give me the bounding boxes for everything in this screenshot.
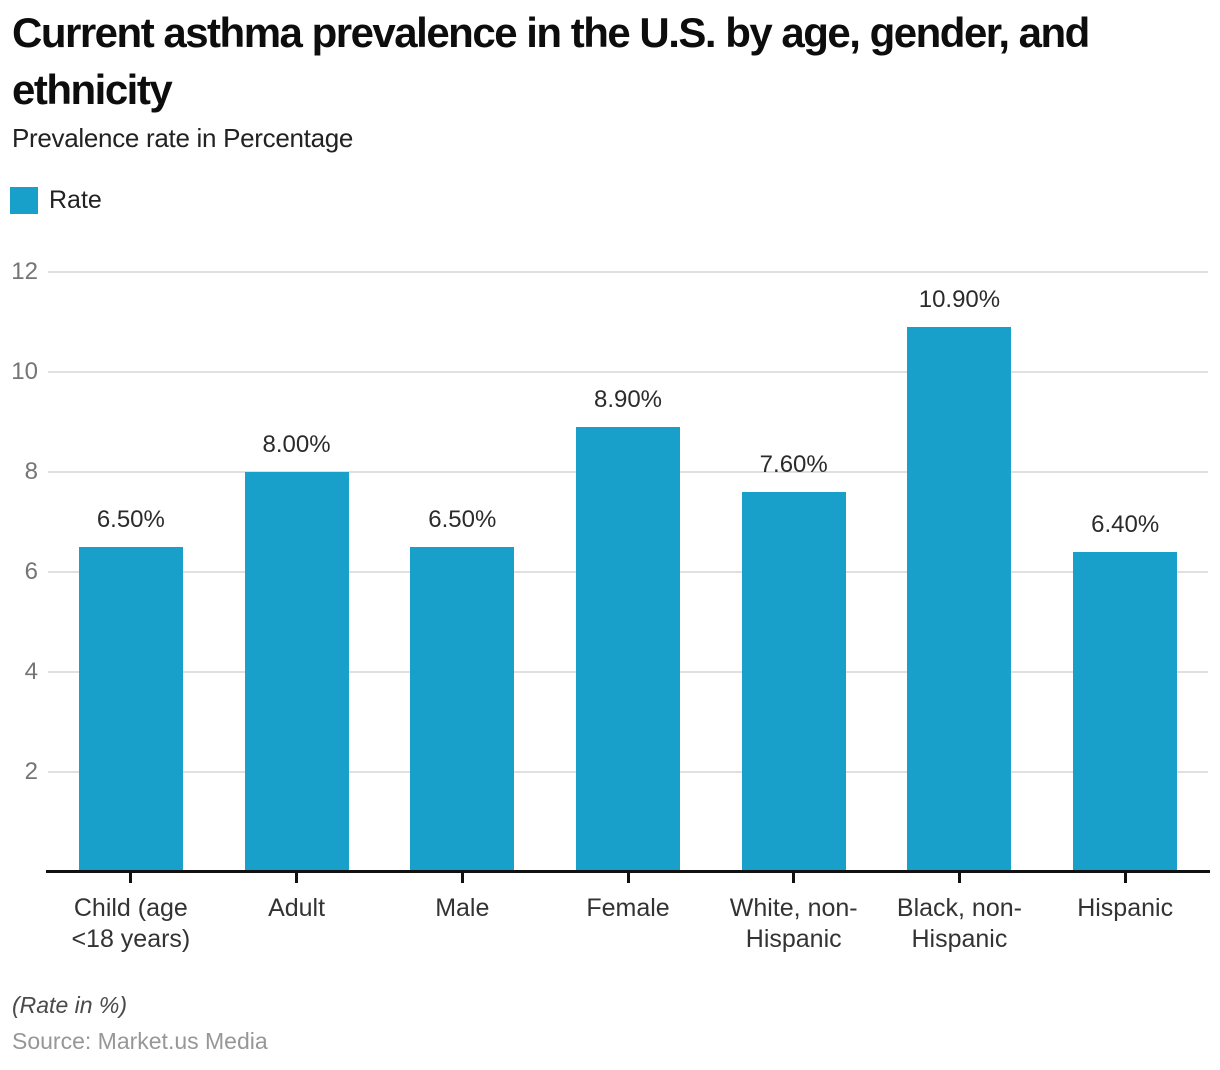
x-axis-tick — [295, 873, 299, 883]
y-axis-tick-label: 8 — [24, 458, 38, 485]
x-axis-label: Black, non-Hispanic — [896, 894, 1022, 953]
chart-footnote: (Rate in %) — [12, 992, 128, 1018]
x-axis-tick — [957, 873, 961, 883]
x-axis-label: Child (age <18 years) — [71, 894, 191, 953]
bar-value-label: 8.00% — [262, 431, 331, 458]
y-axis-tick-label: 12 — [11, 258, 38, 285]
bar-value-label: 8.90% — [593, 386, 663, 413]
y-axis-tick-label: 10 — [11, 358, 38, 385]
chart-source: Source: Market.us Media — [12, 1028, 268, 1054]
x-axis-label: Male — [435, 894, 490, 922]
bar-value-label: 6.50% — [428, 506, 497, 533]
x-axis-label: Hispanic — [1077, 894, 1174, 922]
x-axis-tick — [129, 873, 133, 883]
bar — [741, 492, 846, 872]
bar-value-label: 6.40% — [1091, 511, 1160, 538]
x-axis-tick — [626, 873, 630, 883]
chart-subtitle: Prevalence rate in Percentage — [12, 123, 354, 153]
x-axis-tick — [1123, 873, 1127, 883]
gridline — [48, 271, 1208, 273]
bar-value-label: 7.60% — [759, 451, 828, 478]
chart-title: Current asthma prevalence in the U.S. by… — [12, 9, 1090, 113]
x-axis-tick — [792, 873, 796, 883]
bar-chart-plot-area: 2 4 6 8 10 12 6.50% Child (age <18 years) 8.00% A… — [0, 240, 1220, 970]
bar — [576, 427, 680, 872]
legend-label: Rate — [49, 186, 102, 214]
x-axis-tick — [460, 873, 464, 883]
x-axis-label: Female — [586, 894, 670, 922]
legend: Rate — [10, 186, 102, 215]
y-axis-tick-label: 6 — [24, 558, 38, 585]
legend-swatch-icon — [10, 187, 38, 214]
y-axis-tick-label: 4 — [24, 658, 38, 685]
bar — [907, 327, 1012, 872]
x-axis-label: Adult — [268, 894, 326, 922]
x-axis-line — [46, 870, 1210, 873]
bar-value-label: 6.50% — [96, 506, 165, 533]
bar — [1073, 552, 1178, 872]
bar — [78, 547, 183, 872]
bar-value-label: 10.90% — [918, 286, 1001, 313]
x-axis-label: White, non-Hispanic — [729, 894, 858, 953]
bar — [244, 472, 349, 872]
bar — [410, 547, 515, 872]
y-axis-tick-label: 2 — [24, 758, 38, 785]
gridline — [48, 371, 1208, 373]
